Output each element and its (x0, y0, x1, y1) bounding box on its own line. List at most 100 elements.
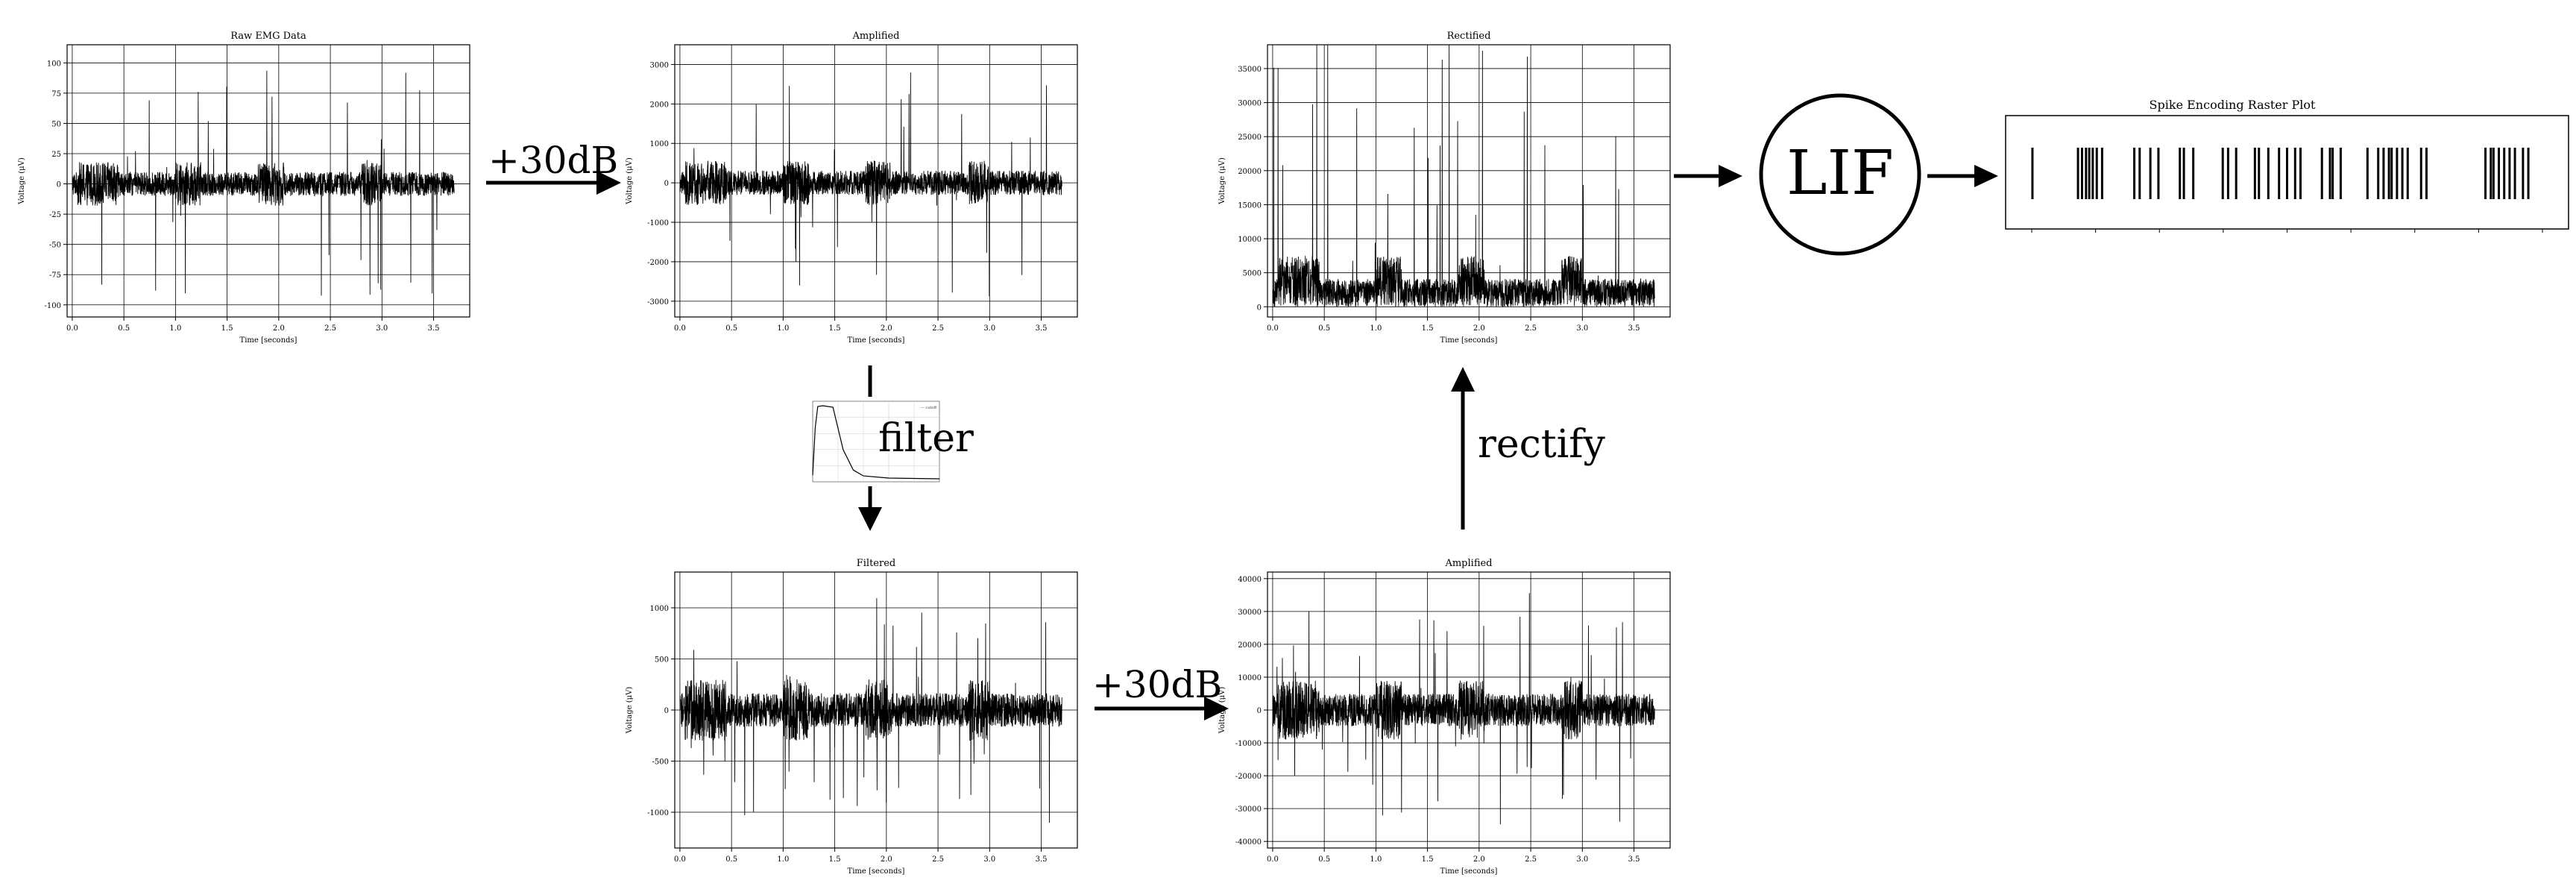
y-axis-label: Voltage (μV) (1218, 157, 1226, 205)
x-tick-label: 1.0 (1370, 855, 1382, 864)
signal-trace (679, 72, 1062, 297)
x-tick-label: 3.5 (1036, 855, 1048, 864)
rectify-label: rectify (1478, 422, 1606, 467)
spike-raster-plot: Spike Encoding Raster Plot (2005, 98, 2569, 233)
x-axis-label: Time [seconds] (240, 336, 297, 345)
x-tick-label: 2.5 (324, 324, 336, 333)
y-tick-label: -100 (45, 302, 61, 310)
y-tick-label: 0 (664, 180, 669, 188)
x-tick-label: 2.0 (1473, 324, 1485, 333)
x-tick-label: 2.0 (881, 324, 892, 333)
y-tick-label: 30000 (1238, 609, 1262, 617)
y-tick-label: -50 (49, 242, 61, 250)
y-tick-label: 3000 (650, 61, 669, 69)
y-tick-label: -3000 (647, 298, 669, 307)
y-tick-label: 35000 (1238, 66, 1262, 74)
x-tick-label: 1.5 (1422, 324, 1434, 333)
y-tick-label: 500 (655, 656, 669, 664)
arrow-to-raster (1927, 165, 1998, 187)
filter-label: filter (878, 416, 974, 461)
y-tick-label: -500 (652, 758, 669, 767)
x-axis-label: Time [seconds] (1440, 867, 1498, 876)
chart-title: Amplified (1444, 558, 1492, 569)
x-tick-label: 1.5 (829, 855, 841, 864)
y-tick-label: 2000 (650, 101, 669, 109)
y-axis-label: Voltage (μV) (626, 157, 634, 205)
y-tick-label: 0 (664, 707, 669, 715)
y-tick-label: -2000 (647, 259, 669, 267)
x-tick-label: 0.5 (725, 855, 737, 864)
x-tick-label: 0.0 (1267, 855, 1279, 864)
x-tick-label: 3.0 (1576, 324, 1588, 333)
y-tick-label: 1000 (650, 140, 669, 148)
x-tick-label: 1.0 (1370, 324, 1382, 333)
chart-filtered: Filtered -1000 -500 0 500 1000 0.0 0.5 1.0 1.5 2.0… (626, 558, 1078, 876)
signal-trace (72, 70, 455, 296)
x-tick-label: 3.5 (428, 324, 440, 333)
arrow-gain-2 (1095, 697, 1229, 720)
x-tick-label: 3.0 (983, 855, 995, 864)
signal-trace (1272, 44, 1655, 307)
x-tick-label: 2.5 (932, 855, 944, 864)
chart-amplified-1: Amplified -3000 -2000 -1000 0 1000 2000 3000 0.0… (626, 31, 1078, 345)
x-tick-label: 1.5 (829, 324, 841, 333)
x-tick-label: 0.0 (674, 855, 686, 864)
arrow-filter (858, 365, 882, 531)
y-tick-label: -30000 (1235, 805, 1262, 814)
x-axis-label: Time [seconds] (848, 867, 905, 876)
x-tick-label: 0.5 (1318, 324, 1330, 333)
chart-title: Rectified (1447, 31, 1491, 42)
x-tick-label: 2.5 (932, 324, 944, 333)
chart-rectified: Rectified 0 5000 10000 15000 20000 25000 30000 3… (1218, 31, 1671, 345)
chart-title: Filtered (857, 558, 895, 569)
y-tick-label: 0 (57, 181, 61, 189)
y-tick-label: 75 (51, 90, 61, 98)
y-tick-label: 20000 (1238, 641, 1262, 650)
x-tick-label: 0.5 (118, 324, 130, 333)
x-tick-label: 1.0 (777, 855, 789, 864)
x-tick-label: 2.0 (1473, 855, 1485, 864)
y-tick-label: 5000 (1243, 270, 1262, 278)
x-axis-label: Time [seconds] (1440, 336, 1498, 345)
y-tick-label: -75 (49, 271, 61, 280)
x-tick-label: 0.0 (66, 324, 78, 333)
signal-trace (679, 598, 1062, 823)
y-tick-label: -25 (49, 211, 61, 219)
x-tick-label: 3.0 (1576, 855, 1588, 864)
x-tick-label: 0.0 (1267, 324, 1279, 333)
signal-trace (1272, 593, 1655, 825)
y-tick-label: 50 (51, 120, 61, 128)
x-tick-label: 0.0 (674, 324, 686, 333)
y-tick-label: -1000 (647, 219, 669, 227)
x-tick-label: 2.0 (273, 324, 285, 333)
lif-neuron: LIF (1759, 93, 1921, 256)
arrow-gain-1 (486, 171, 621, 195)
x-tick-label: 0.5 (1318, 855, 1330, 864)
raster-title: Spike Encoding Raster Plot (2150, 98, 2316, 112)
x-tick-label: 1.0 (777, 324, 789, 333)
x-tick-label: 3.0 (983, 324, 995, 333)
y-tick-label: -40000 (1235, 838, 1262, 847)
raster-spikes (2031, 148, 2530, 199)
raster-ticks (2031, 229, 2543, 233)
gain-label-1: +30dB (488, 139, 618, 182)
y-tick-label: -20000 (1235, 773, 1262, 781)
arrow-to-lif (1674, 165, 1742, 187)
y-tick-label: 25000 (1238, 134, 1262, 142)
y-tick-label: 100 (47, 60, 61, 68)
y-tick-label: -10000 (1235, 740, 1262, 748)
y-tick-label: 15000 (1238, 201, 1262, 210)
y-tick-label: 20000 (1238, 168, 1262, 176)
inset-frame (812, 401, 940, 483)
y-tick-label: 10000 (1238, 674, 1262, 682)
x-tick-label: 1.5 (1422, 855, 1434, 864)
x-tick-label: 2.0 (881, 855, 892, 864)
chart-amplified-2: Amplified -40000 -30000 -20000 -10000 0 10000 2… (1218, 558, 1671, 876)
chart-title: Raw EMG Data (230, 31, 306, 42)
y-tick-label: 1000 (650, 605, 669, 613)
filter-response-curve (812, 405, 940, 480)
x-axis-label: Time [seconds] (848, 336, 905, 345)
x-tick-label: 3.5 (1628, 324, 1640, 333)
chart-title: Amplified (851, 31, 899, 42)
